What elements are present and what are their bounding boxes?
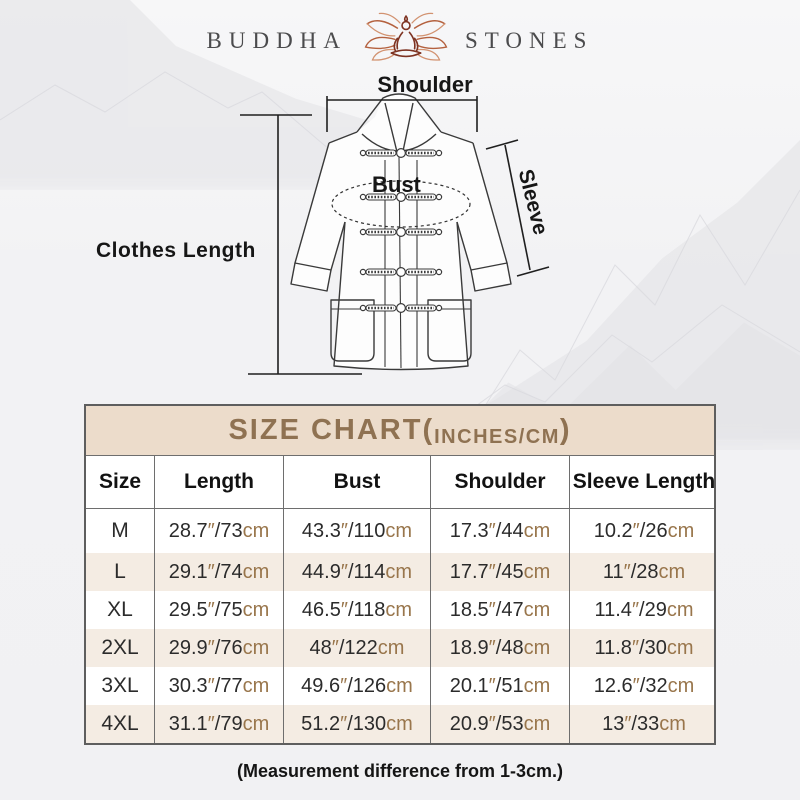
measurement-cell: 49.6 ″/126 cm [284, 667, 431, 705]
table-row: 2XL 29.9 ″/76 cm 48 ″/122 cm 18.9 ″/48 cm 11.8 ″/30… [86, 629, 714, 667]
size-cell: 2XL [86, 629, 155, 667]
column-header: Size [86, 456, 155, 508]
measurement-cell: 30.3 ″/77 cm [155, 667, 284, 705]
measurement-cell: 46.5 ″/118 cm [284, 591, 431, 629]
garment-outline [290, 93, 512, 371]
table-row: L 29.1 ″/74 cm 44.9 ″/114 cm 17.7 ″/45 cm 11 ″/28 cm [86, 553, 714, 591]
size-cell: M [86, 509, 155, 553]
lotus-petals [364, 12, 448, 61]
shoulder-label: Shoulder [377, 72, 473, 97]
table-row: M 28.7 ″/73 cm 43.3 ″/110 cm 17.3 ″/44 cm 10.2 ″/26… [86, 509, 714, 553]
table-row: 3XL 30.3 ″/77 cm 49.6 ″/126 cm 20.1 ″/51 cm 12.6 ″ /… [86, 667, 714, 705]
size-chart-title-paren: ) [559, 414, 572, 446]
garment-diagram [240, 93, 550, 375]
bust-measure-ellipse [331, 180, 471, 228]
measurement-cell: 43.3 ″/110 cm [284, 509, 431, 553]
measurement-cell: 20.9 ″/53 cm [431, 705, 570, 743]
measurement-cell: 18.9 ″/48 cm [431, 629, 570, 667]
table-header-row: Size Length Bust Shoulder Sleeve Length [86, 456, 715, 509]
measurement-cell: 44.9 ″/114 cm [284, 553, 431, 591]
measurement-note: (Measurement difference from 1-3cm.) [236, 761, 564, 781]
table-row: 4XL 31.1 ″/79 cm 51.2 ″/130 cm 20.9 ″/53 cm 13 ″/33… [86, 705, 714, 743]
size-cell: L [86, 553, 155, 591]
measurement-cell: 28.7 ″/73 cm [155, 509, 284, 553]
measurement-cell: 18.5 ″/47 cm [431, 591, 570, 629]
table-row: XL 29.5 ″/75 cm 46.5 ″/118 cm 18.5 ″/47 cm 11.4 ″/2… [86, 591, 714, 629]
brand-header: BUDDHA STONES [0, 10, 800, 72]
measurement-cell: 29.5 ″/75 cm [155, 591, 284, 629]
measurement-cell: 31.1 ″/79 cm [155, 705, 284, 743]
measurement-cell: 20.1 ″/51 cm [431, 667, 570, 705]
measurement-cell: 10.2 ″/26 cm [593, 519, 695, 542]
measurement-cell: 11 ″/28 cm [602, 560, 686, 583]
measurement-cell: 13 ″/33 cm [602, 712, 686, 735]
meditating-figure [390, 15, 422, 58]
measurement-cell: 11.8 ″/30 cm [594, 636, 694, 659]
brand-word-left: BUDDHA [206, 28, 347, 53]
column-header: Shoulder [431, 456, 570, 508]
column-header: Sleeve Length [572, 470, 716, 493]
size-chart-table: SIZE CHART(INCHES/CM) Size Length Bust Shou… [84, 404, 716, 745]
measurement-cell: 17.3 ″/44 cm [431, 509, 570, 553]
frog-buttons [359, 147, 443, 314]
sleeve-measure-line [504, 144, 531, 271]
size-cell: 4XL [86, 705, 155, 743]
size-cell: 3XL [86, 667, 155, 705]
size-chart-title-band: SIZE CHART(INCHES/CM) [86, 406, 714, 456]
table-body: M 28.7 ″/73 cm 43.3 ″/110 cm 17.3 ″/44 cm 10.2 ″/26… [86, 509, 714, 743]
column-header: Length [155, 456, 284, 508]
clothes-length-label: Clothes Length [96, 239, 256, 262]
lotus-meditation-icon [364, 12, 448, 61]
measurement-cell: 12.6 ″/32 cm [593, 674, 695, 697]
size-cell: XL [86, 591, 155, 629]
measurement-cell: 48 ″/122 cm [284, 629, 431, 667]
measurement-lines [240, 96, 550, 375]
measurement-cell: 51.2 ″/130 cm [284, 705, 431, 743]
bust-label: Bust [372, 172, 421, 197]
measurement-cell: 29.9 ″/76 cm [155, 629, 284, 667]
size-chart-title-units: INCHES/CM [434, 426, 560, 448]
size-chart-title: SIZE CHART( [228, 414, 435, 446]
brand-word-right: STONES [464, 28, 594, 53]
measurement-cell: 17.7 ″/45 cm [431, 553, 570, 591]
column-header: Bust [284, 456, 431, 508]
measurement-cell: 11.4 ″/29 cm [594, 598, 694, 621]
measurement-cell: 29.1 ″/74 cm [155, 553, 284, 591]
